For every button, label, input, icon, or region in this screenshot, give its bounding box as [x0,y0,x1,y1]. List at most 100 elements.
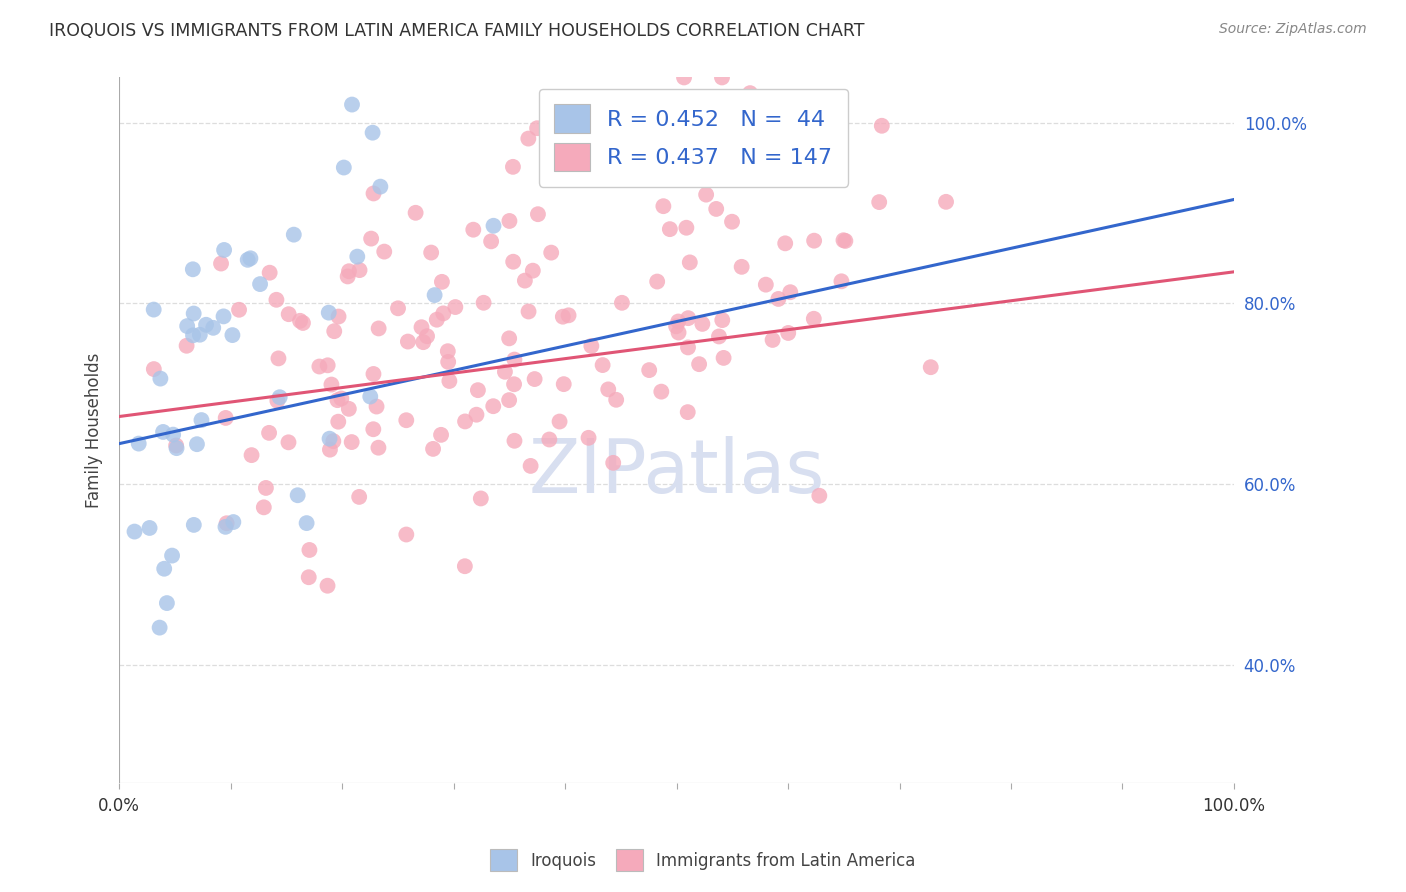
Point [183,306,205,320]
Point [228,302,250,317]
Point [454,559,477,574]
Point [432,306,454,320]
Point [494,365,516,379]
Point [778,326,800,340]
Point [465,408,488,422]
Point [502,254,524,268]
Point [337,401,360,416]
Point [789,103,811,117]
Point [692,317,714,331]
Point [553,377,575,392]
Point [522,263,544,277]
Point [470,491,492,506]
Point [215,516,238,531]
Point [336,269,359,284]
Point [430,427,453,442]
Point [498,393,520,408]
Point [283,227,305,242]
Point [253,500,276,515]
Point [803,311,825,326]
Point [321,377,343,392]
Point [832,233,855,247]
Point [658,222,681,236]
Point [128,436,150,450]
Point [773,236,796,251]
Point [551,310,574,324]
Point [920,360,942,375]
Point [688,357,710,371]
Point [830,274,852,288]
Point [287,488,309,502]
Point [503,434,526,448]
Point [472,295,495,310]
Point [612,163,634,178]
Point [267,351,290,366]
Point [695,187,717,202]
Point [318,432,340,446]
Point [142,302,165,317]
Point [707,329,730,343]
Point [269,390,291,404]
Point [318,305,340,319]
Point [519,458,541,473]
Point [142,362,165,376]
Point [592,358,614,372]
Point [548,415,571,429]
Point [411,320,433,334]
Point [266,293,288,307]
Point [526,121,548,136]
Point [721,215,744,229]
Point [395,527,418,541]
Point [557,309,579,323]
Point [638,363,661,377]
Point [202,321,225,335]
Point [188,327,211,342]
Point [330,392,353,406]
Point [578,431,600,445]
Point [181,262,204,277]
Text: Source: ZipAtlas.com: Source: ZipAtlas.com [1219,22,1367,37]
Text: ZIPatlas: ZIPatlas [529,436,825,508]
Point [711,313,734,327]
Point [240,448,263,462]
Point [652,199,675,213]
Point [288,314,311,328]
Point [665,319,688,334]
Point [422,442,444,456]
Point [190,413,212,427]
Point [730,260,752,274]
Point [517,304,540,318]
Point [152,425,174,439]
Point [360,231,382,245]
Point [503,377,526,392]
Point [361,126,384,140]
Point [124,524,146,539]
Point [221,328,243,343]
Point [181,328,204,343]
Point [367,441,389,455]
Point [412,335,434,350]
Point [675,220,697,235]
Point [277,307,299,321]
Point [291,316,314,330]
Point [761,333,783,347]
Point [704,202,727,216]
Point [295,516,318,530]
Point [650,384,672,399]
Point [328,415,350,429]
Point [395,413,418,427]
Point [467,383,489,397]
Legend: R = 0.452   N =  44, R = 0.437   N = 147: R = 0.452 N = 44, R = 0.437 N = 147 [538,88,848,186]
Point [322,434,344,449]
Point [668,326,690,340]
Point [676,405,699,419]
Point [825,114,848,128]
Point [277,435,299,450]
Point [367,321,389,335]
Point [249,277,271,291]
Point [598,383,620,397]
Point [326,393,349,408]
Point [676,311,699,326]
Point [482,219,505,233]
Point [149,621,172,635]
